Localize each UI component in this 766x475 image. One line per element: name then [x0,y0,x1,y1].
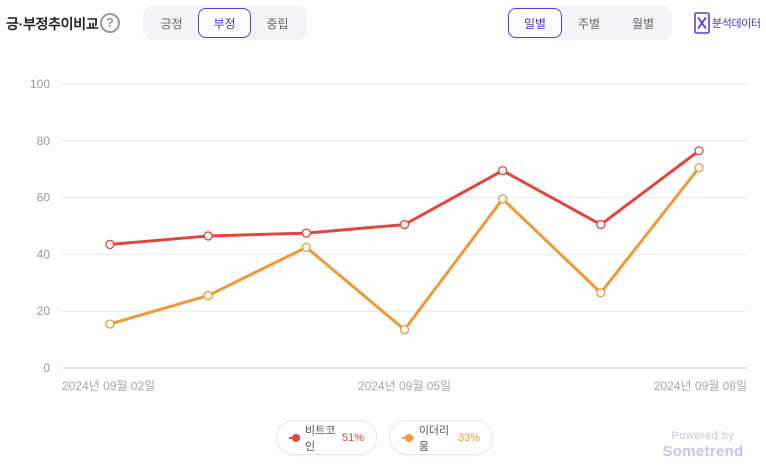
legend-marker-icon [402,433,414,442]
data-point [301,242,311,252]
analysis-data-label: 분석데이터 [712,18,761,30]
brand-logo: Sometrend [662,443,744,460]
data-point [596,288,606,298]
excel-icon [694,12,710,34]
tab-neutral[interactable]: 중립 [266,16,289,31]
legend-marker-icon [289,433,301,442]
period-tab-group: 일별 주별 월별 [506,6,672,40]
data-point [105,319,115,329]
tab-daily[interactable]: 일별 [508,8,562,38]
y-tick-label: 0 [43,361,50,375]
legend-share: 33% [457,431,480,444]
legend-share: 51% [341,431,364,444]
x-tick-label: 2024년 09월 02일 [62,379,155,393]
data-point [694,163,704,173]
y-tick-label: 100 [30,77,50,91]
tab-positive[interactable]: 긍정 [160,16,183,31]
data-point [399,219,410,230]
analysis-data-button[interactable]: 분석데이터 [694,12,761,34]
y-tick-label: 40 [37,247,51,261]
tab-negative[interactable]: 부정 [198,8,251,38]
legend-label: 이더리움 [418,424,450,453]
series-line [108,166,701,332]
page-title: 긍·부정추이비교 [6,16,99,32]
data-point [399,325,410,335]
data-point [498,165,508,176]
sentiment-tab-group: 긍정 부정 중립 [143,6,307,40]
help-icon[interactable]: ? [100,13,120,33]
legend-item-ethereum[interactable]: 이더리움 33% [389,420,493,455]
data-point [498,194,508,204]
data-point [105,239,115,250]
powered-by-logo: Powered by Sometrend [657,430,749,460]
sentiment-trend-chart: 0 20 40 60 80 100 2024년 09월 02일 2024년 09월 05일 20… [30,77,747,393]
y-tick-label: 60 [37,191,51,205]
legend-item-bitcoin[interactable]: 비트코인 51% [276,420,377,455]
x-tick-label: 2024년 09월 05일 [358,379,451,393]
y-tick-label: 20 [37,304,51,318]
x-tick-label: 2024년 09월 08일 [654,379,747,393]
data-point [301,228,311,238]
chart-header: 긍·부정추이비교 ? 긍정 부정 중립 일별 주별 월별 분석데이터 [0,0,766,46]
data-point [203,231,213,241]
powered-by-label: Powered by [671,430,735,442]
legend-label: 비트코인 [305,424,336,453]
data-point [694,146,704,156]
tab-weekly[interactable]: 주별 [577,16,601,31]
data-point [596,219,606,230]
y-tick-label: 80 [37,134,51,148]
tab-monthly[interactable]: 월별 [631,16,655,31]
data-point [203,290,213,301]
